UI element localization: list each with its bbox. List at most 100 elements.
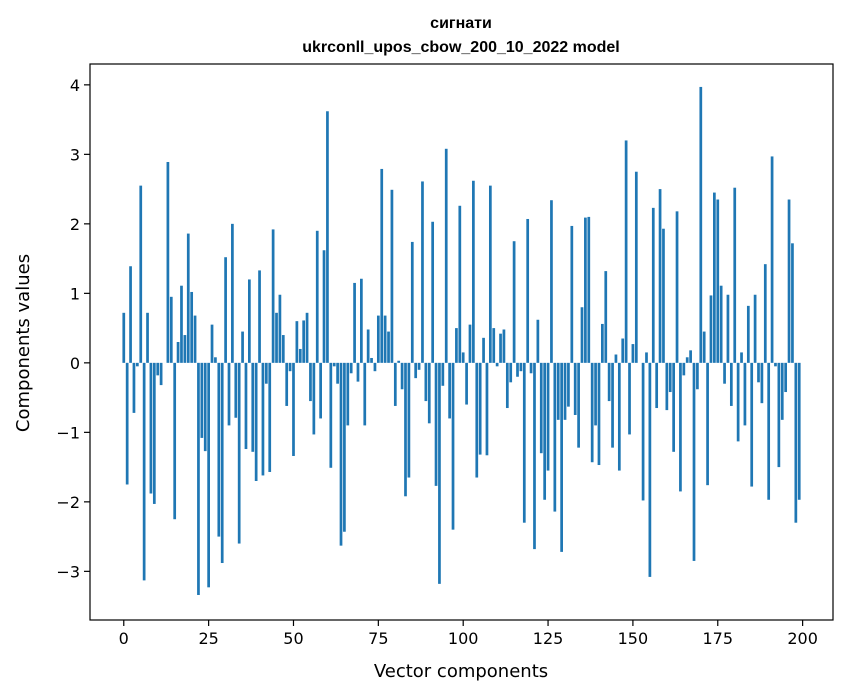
bar: [231, 223, 234, 363]
bar: [417, 362, 421, 370]
bar: [488, 185, 492, 363]
bar: [461, 352, 465, 363]
bar: [302, 320, 306, 363]
bar: [438, 362, 441, 584]
bar: [268, 362, 272, 472]
bar: [550, 200, 553, 363]
bar: [146, 312, 149, 363]
bar: [363, 362, 367, 426]
bar: [404, 362, 407, 497]
bar: [502, 329, 506, 363]
bar: [590, 362, 594, 463]
bar: [617, 362, 621, 471]
bar: [397, 360, 401, 363]
bar: [360, 278, 363, 363]
bar: [180, 285, 183, 363]
bar: [380, 168, 384, 363]
bar: [376, 315, 380, 363]
x-tick-label: 25: [198, 629, 218, 648]
bar: [258, 270, 261, 363]
plot-frame: [89, 63, 834, 621]
bar: [393, 362, 397, 406]
bar: [383, 315, 387, 363]
bar: [577, 362, 580, 448]
x-tick-label: 100: [448, 629, 479, 648]
bar: [767, 362, 771, 500]
bar: [784, 362, 788, 393]
bar: [207, 362, 210, 588]
bar: [770, 156, 774, 363]
bar: [458, 205, 462, 363]
bar: [200, 362, 204, 438]
bar: [682, 362, 686, 376]
bar: [224, 257, 227, 363]
bar: [780, 362, 784, 420]
bar: [298, 348, 302, 363]
bar: [526, 218, 530, 363]
bar: [757, 362, 760, 383]
bar: [553, 362, 557, 512]
bar: [227, 362, 231, 426]
bar: [149, 362, 153, 494]
bar: [346, 362, 350, 426]
bar: [129, 266, 132, 363]
bar: [567, 362, 570, 407]
y-tick-label: 4: [70, 76, 80, 95]
bar: [183, 335, 187, 363]
bar: [203, 362, 207, 452]
bar: [295, 321, 299, 363]
bar: [580, 307, 584, 363]
bar: [217, 362, 221, 537]
x-tick-label: 0: [119, 629, 129, 648]
bar: [672, 362, 675, 452]
bar: [237, 362, 241, 544]
bar: [414, 362, 418, 379]
bar: [556, 362, 560, 420]
bar: [706, 362, 709, 486]
bar: [353, 282, 356, 363]
y-tick-label: −1: [56, 423, 80, 442]
bar: [733, 187, 737, 363]
bar: [791, 243, 794, 363]
bar: [482, 337, 485, 363]
x-tick-label: 175: [702, 629, 733, 648]
bar: [271, 229, 275, 363]
bar: [329, 362, 333, 468]
bar: [499, 333, 502, 363]
bar: [407, 362, 411, 478]
bar: [319, 362, 322, 419]
bar: [176, 342, 180, 363]
bar: [645, 352, 648, 363]
bar: [597, 362, 601, 466]
bar: [275, 312, 278, 363]
bar: [689, 350, 692, 363]
bar: [336, 362, 339, 384]
bar: [716, 199, 720, 363]
bar: [214, 357, 217, 363]
bar: [634, 171, 638, 363]
chart-title: сигнати: [430, 15, 492, 32]
x-axis-ticks: 0 25 50 75 100 125 150 175 200: [119, 620, 818, 648]
bar: [692, 362, 696, 561]
bar: [763, 264, 767, 363]
bar: [278, 294, 282, 363]
bar: [234, 362, 238, 418]
bar: [624, 140, 628, 363]
bar: [400, 362, 404, 390]
bar: [251, 362, 255, 452]
bar: [665, 362, 669, 411]
bar: [448, 362, 451, 419]
bar: [122, 312, 126, 363]
bar: [750, 362, 754, 487]
x-axis-label: Vector components: [374, 661, 548, 682]
bar: [152, 362, 156, 504]
bar: [533, 362, 536, 550]
bar: [621, 338, 625, 363]
bar: [190, 291, 194, 363]
bar: [668, 362, 672, 393]
bar: [210, 324, 214, 363]
bar: [594, 362, 597, 426]
bar: [543, 362, 547, 500]
bar: [248, 279, 251, 363]
